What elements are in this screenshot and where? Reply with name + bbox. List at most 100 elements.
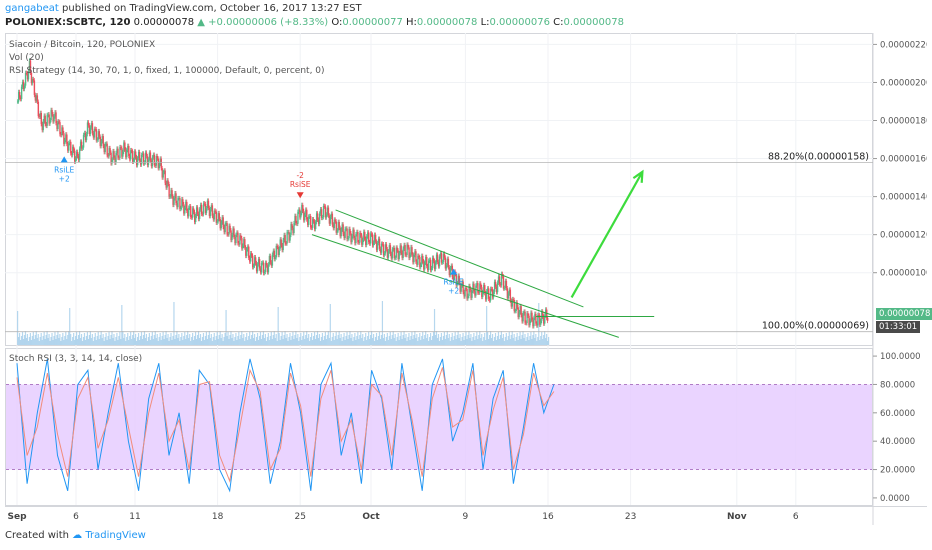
volume-bar xyxy=(145,334,148,345)
candle-body xyxy=(316,213,319,220)
volume-bar xyxy=(76,332,78,345)
candle-body xyxy=(70,141,72,154)
candle-body xyxy=(259,268,262,273)
volume-bar xyxy=(315,335,318,345)
volume-bar xyxy=(237,336,239,345)
volume-bar xyxy=(429,337,431,345)
candle-body xyxy=(227,234,229,236)
candle-body xyxy=(461,281,463,286)
volume-bar xyxy=(324,332,326,345)
candle-body xyxy=(216,221,219,223)
legend-strategy[interactable]: RSI Strategy (14, 30, 70, 1, 0, fixed, 1… xyxy=(9,66,325,76)
candle-body xyxy=(172,196,174,205)
legend-stoch[interactable]: Stoch RSI (3, 3, 14, 14, close) xyxy=(9,354,143,364)
volume-bar xyxy=(285,338,287,345)
candle-body xyxy=(453,271,455,281)
candle-body xyxy=(366,236,368,246)
volume-bar xyxy=(249,332,251,345)
candle-body xyxy=(209,209,212,217)
volume-bar xyxy=(387,340,389,345)
volume-bar xyxy=(448,334,450,345)
candle-body xyxy=(145,152,148,157)
volume-bar xyxy=(542,339,544,345)
volume-bar xyxy=(41,340,43,345)
volume-bar xyxy=(312,340,314,345)
price-pane[interactable] xyxy=(5,33,873,346)
legend-volume[interactable]: Vol (20) xyxy=(9,53,44,63)
volume-bar xyxy=(543,335,545,345)
volume-bar xyxy=(462,333,464,345)
candle-body xyxy=(164,170,166,183)
volume-bar xyxy=(255,337,258,345)
candle-body xyxy=(415,251,417,262)
candle-body xyxy=(472,283,474,291)
candle-body xyxy=(141,153,144,155)
candle-body xyxy=(402,248,404,258)
volume-bar xyxy=(545,338,547,345)
candle-body xyxy=(205,208,208,213)
volume-bar xyxy=(17,311,19,345)
volume-bar xyxy=(166,338,168,345)
volume-bar xyxy=(369,339,371,345)
volume-bar xyxy=(357,332,359,345)
price-tick-label: 0.00000120 xyxy=(880,231,927,241)
candle-body xyxy=(436,254,439,262)
candle-body xyxy=(540,320,542,325)
chart-svg[interactable]: 88.20%(0.00000158) 100.00%(0.00000069) Rsi… xyxy=(5,33,931,525)
tradingview-logo-icon[interactable]: ☁ xyxy=(72,530,83,541)
candle-body xyxy=(424,262,426,270)
candle-body xyxy=(499,284,502,286)
candle-body xyxy=(422,255,424,262)
candle-body xyxy=(362,239,364,245)
candle-body xyxy=(368,232,370,243)
volume-bar xyxy=(486,306,488,345)
volume-bar xyxy=(79,338,82,345)
author-link[interactable]: gangabeat xyxy=(5,3,59,14)
volume-bar xyxy=(28,337,30,345)
symbol-label[interactable]: POLONIEX:SCBTC, 120 xyxy=(5,17,131,28)
candle-body xyxy=(372,242,375,246)
volume-bar xyxy=(180,337,182,345)
chart-area[interactable]: 88.20%(0.00000158) 100.00%(0.00000069) Rsi… xyxy=(5,33,931,525)
volume-bar xyxy=(158,337,160,345)
volume-bar xyxy=(353,337,355,345)
volume-bar xyxy=(99,335,101,345)
volume-bar xyxy=(257,340,260,345)
candle-body xyxy=(149,152,152,161)
candle-body xyxy=(31,79,34,84)
volume-bar xyxy=(337,335,339,345)
volume-bar xyxy=(278,333,280,345)
volume-bar xyxy=(310,337,312,345)
volume-bar xyxy=(544,331,546,345)
volume-bar xyxy=(325,339,327,345)
volume-bar xyxy=(435,331,438,345)
volume-bar xyxy=(213,333,215,345)
candle-body xyxy=(516,302,518,308)
candle-body xyxy=(237,232,239,244)
candle-body xyxy=(475,285,477,296)
volume-bar xyxy=(210,334,212,345)
volume-bar xyxy=(107,336,109,345)
volume-bar xyxy=(359,335,361,345)
volume-bar xyxy=(533,331,535,345)
volume-bar xyxy=(405,334,407,345)
volume-bar xyxy=(481,334,483,345)
candle-body xyxy=(80,141,83,149)
volume-bar xyxy=(116,333,118,345)
volume-bar xyxy=(294,335,296,345)
open-label: O: xyxy=(331,17,343,28)
volume-bar xyxy=(62,333,64,345)
candle-body xyxy=(52,114,54,122)
candle-body xyxy=(215,211,218,223)
price-tick-label: 0.00000140 xyxy=(880,193,927,203)
candle-body xyxy=(301,204,303,214)
candle-body xyxy=(230,230,232,241)
volume-bar xyxy=(468,331,470,345)
tradingview-brand[interactable]: TradingView xyxy=(85,530,146,541)
volume-bar xyxy=(87,339,89,345)
volume-bar xyxy=(183,336,185,345)
candle-body xyxy=(410,247,412,255)
candle-body xyxy=(90,123,93,128)
legend-title[interactable]: Siacoin / Bitcoin, 120, POLONIEX xyxy=(9,40,156,50)
candle-body xyxy=(278,248,280,255)
